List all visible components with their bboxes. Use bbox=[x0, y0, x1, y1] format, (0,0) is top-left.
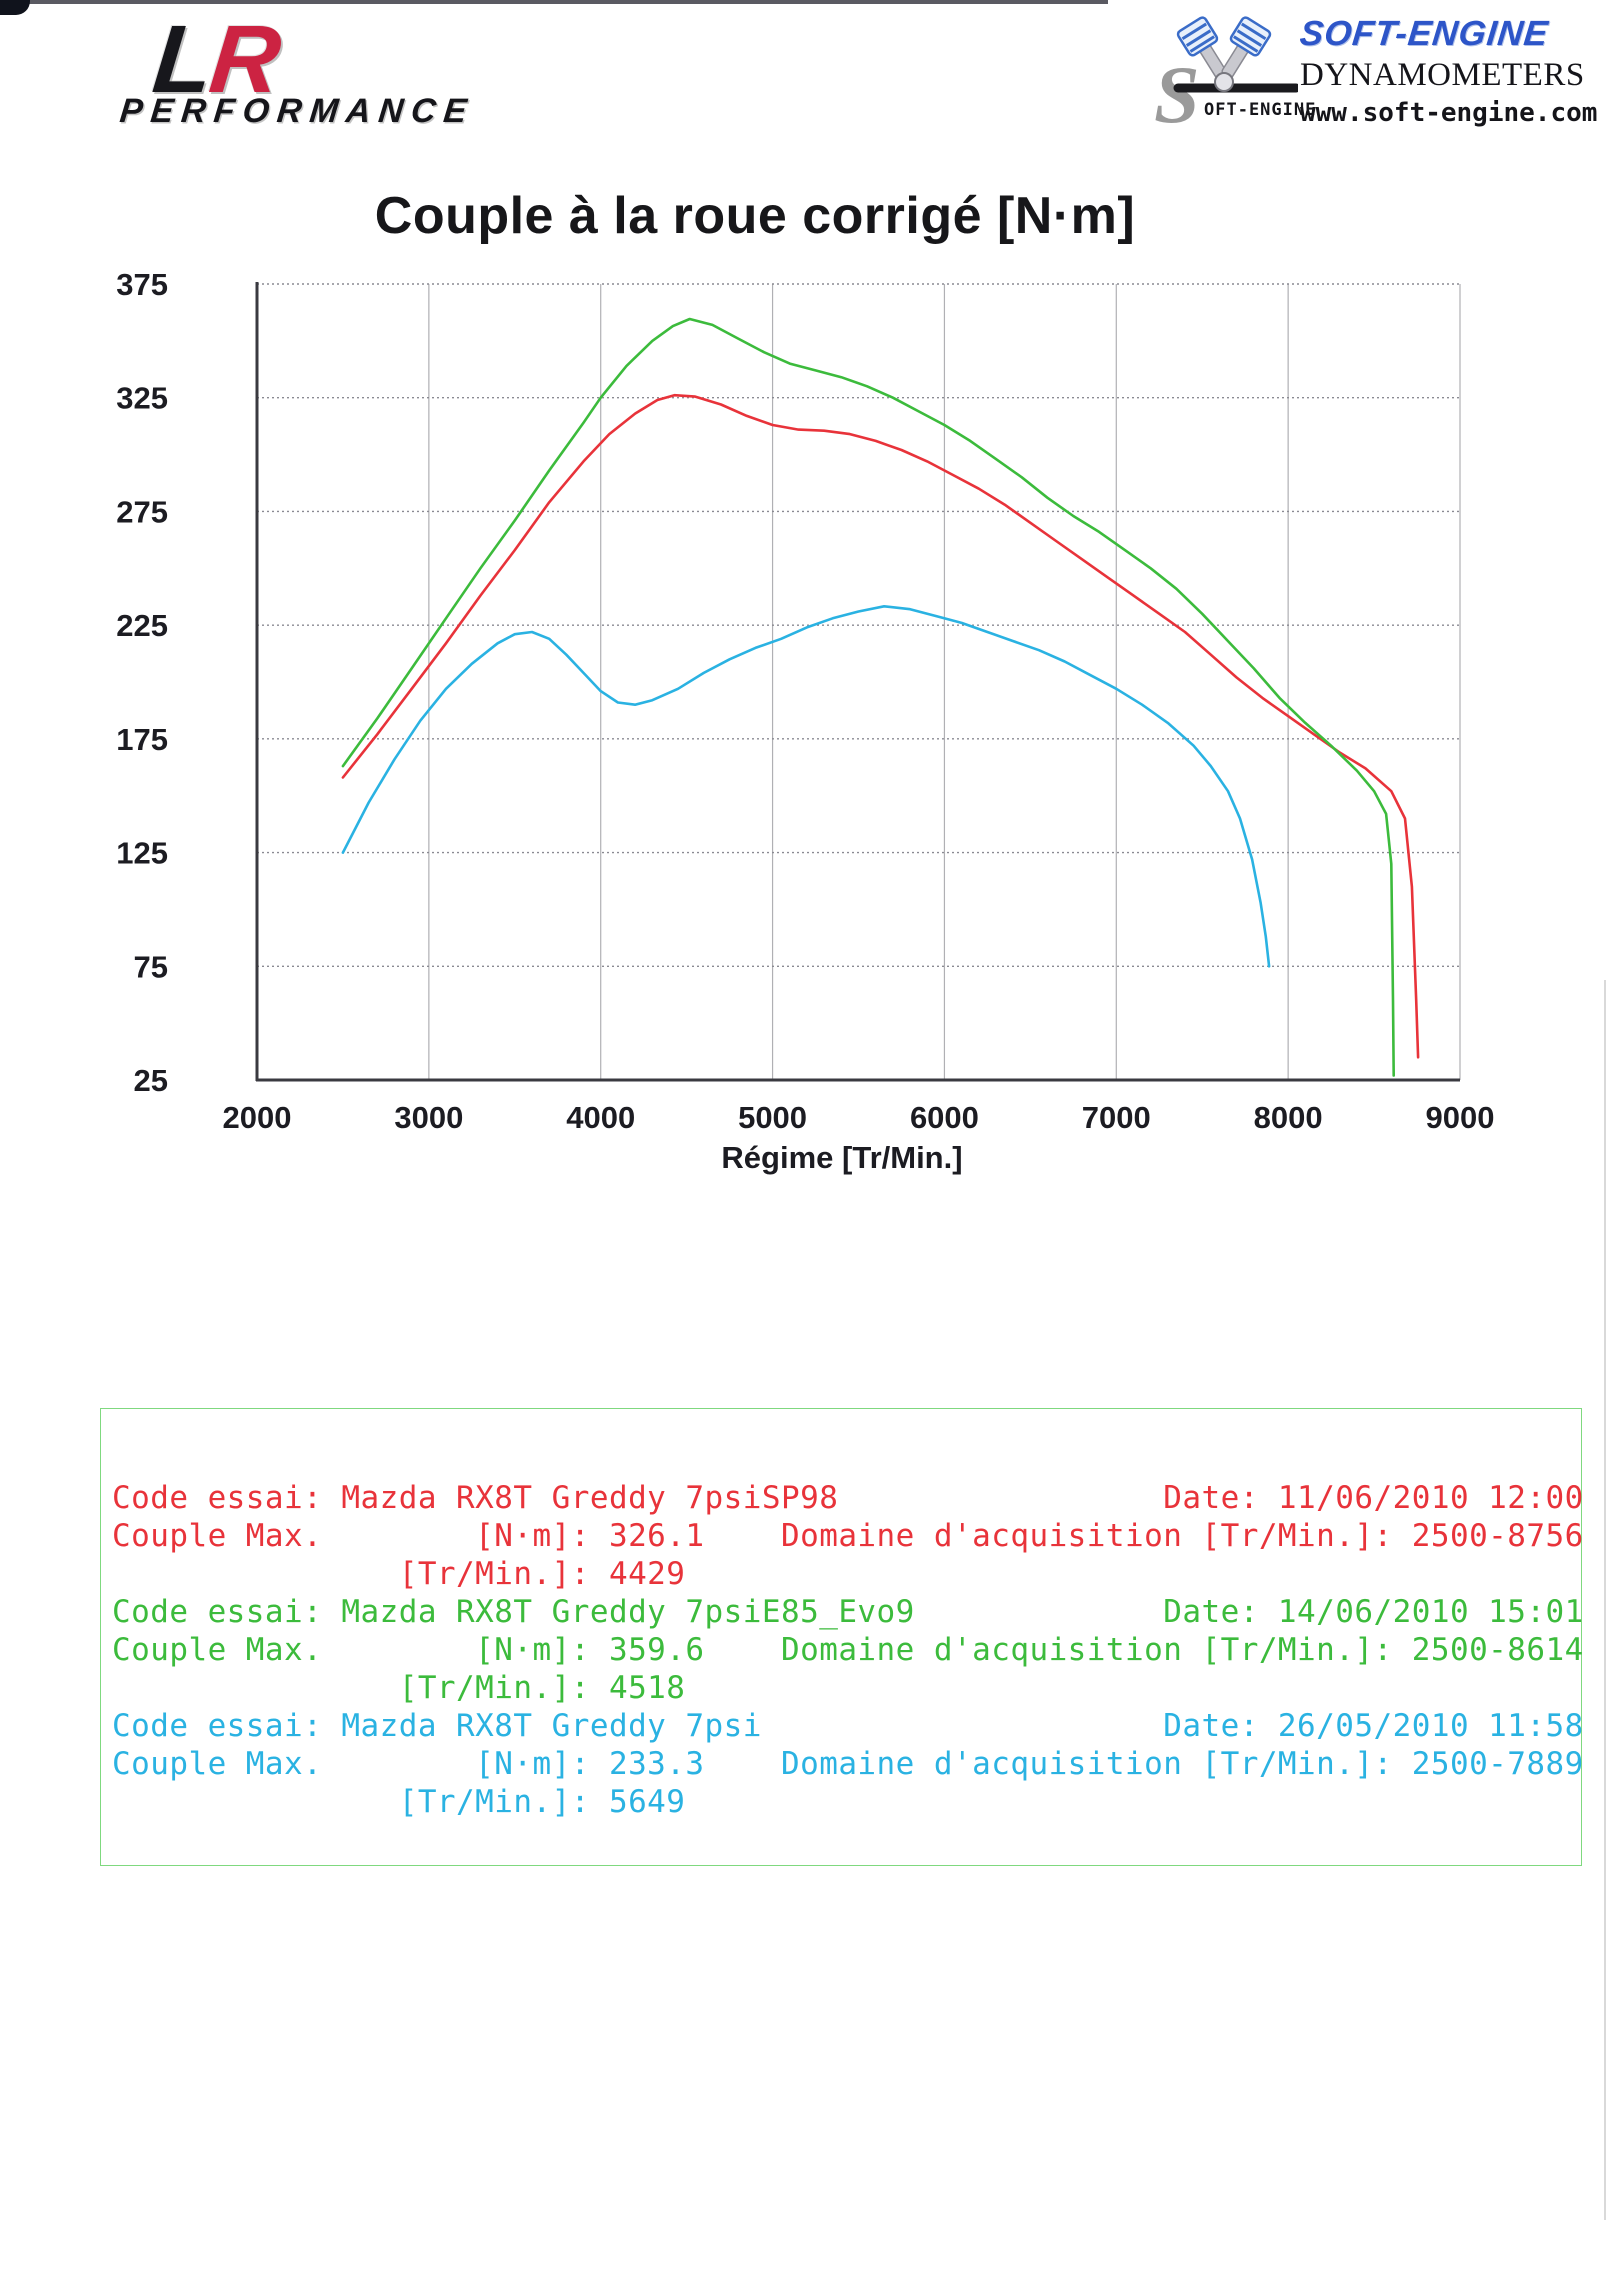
soft-engine-small-label: OFT-ENGINE bbox=[1204, 100, 1317, 120]
test-result-block: Code essai: Mazda RX8T Greddy 7psi Date:… bbox=[112, 1708, 1584, 1820]
x-tick-label: 2000 bbox=[223, 1100, 292, 1135]
test-result-block: Code essai: Mazda RX8T Greddy 7psiE85_Ev… bbox=[112, 1594, 1584, 1706]
soft-engine-text-block: SOFT-ENGINE DYNAMOMETERS www.soft-engine… bbox=[1298, 14, 1613, 128]
torque-curve-e85-evo9 bbox=[341, 317, 1395, 1077]
soft-engine-website: www.soft-engine.com bbox=[1300, 98, 1598, 128]
x-tick-label: 4000 bbox=[566, 1100, 635, 1135]
x-tick-label: 5000 bbox=[738, 1100, 807, 1135]
x-tick-label: 9000 bbox=[1426, 1100, 1495, 1135]
x-tick-label: 7000 bbox=[1082, 1100, 1151, 1135]
y-tick-label: 25 bbox=[134, 1063, 168, 1098]
y-tick-label: 325 bbox=[116, 381, 168, 416]
x-tick-label: 6000 bbox=[910, 1100, 979, 1135]
y-tick-label: 225 bbox=[116, 608, 168, 643]
y-tick-label: 125 bbox=[116, 836, 168, 871]
soft-engine-dynamometers-label: DYNAMOMETERS bbox=[1300, 57, 1585, 93]
scan-edge-line-right bbox=[1604, 980, 1606, 2220]
pistons-icon: S bbox=[1154, 16, 1298, 133]
torque-curve-sp98 bbox=[341, 393, 1420, 1059]
x-tick-label: 3000 bbox=[394, 1100, 463, 1135]
torque-chart: 25 75 125 175 225 275 325 375 2000 3000 4000 5000 60… bbox=[116, 267, 1495, 1135]
y-tick-label: 175 bbox=[116, 722, 168, 757]
torque-curve-7psi bbox=[341, 605, 1271, 968]
chart-title: Couple à la roue corrigé [N·m] bbox=[374, 187, 1136, 245]
scan-edge-line bbox=[0, 0, 1108, 4]
scan-corner-mark bbox=[0, 0, 30, 15]
y-tick-label: 75 bbox=[134, 949, 168, 984]
y-tick-label: 275 bbox=[116, 494, 168, 529]
soft-engine-logo: S OFT-ENGINE SOFT-ENGINE DYNAMOMETERS bbox=[1148, 8, 1613, 138]
x-axis-title: Régime [Tr/Min.] bbox=[721, 1140, 963, 1175]
x-tick-label: 8000 bbox=[1254, 1100, 1323, 1135]
test-result-block: Code essai: Mazda RX8T Greddy 7psiSP98 D… bbox=[112, 1480, 1584, 1592]
y-tick-label: 375 bbox=[116, 267, 168, 302]
results-table: Code essai: Mazda RX8T Greddy 7psiSP98 D… bbox=[100, 1408, 1584, 1866]
